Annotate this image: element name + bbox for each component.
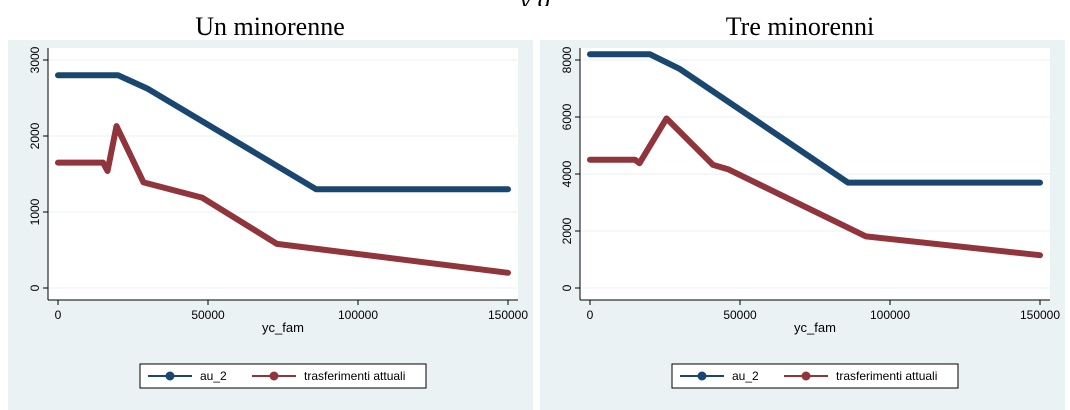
left-series-line-trasferimenti: [55, 123, 511, 276]
right-legend-key-trasferimenti: [784, 371, 828, 381]
left-ytick-label: 2000: [28, 122, 42, 149]
right-ytick-label: 2000: [560, 217, 574, 244]
chart-left: 0 1000 2000 3000 0 50000 100000 150000 yc_fam au_…: [8, 40, 533, 410]
right-ytick-label: 4000: [560, 160, 574, 187]
left-legend-label-trasferimenti: trasferimenti attuali: [304, 369, 405, 383]
truncated-figure-title: y g: [0, 0, 1070, 6]
left-ytick-label: 3000: [28, 46, 42, 73]
left-panel-title: Un minorenne: [195, 12, 345, 41]
left-legend-key-marker: [269, 371, 279, 381]
right-legend-label-trasferimenti: trasferimenti attuali: [836, 369, 937, 383]
left-plot-area: [48, 48, 518, 300]
left-legend-key-au2: [148, 371, 192, 381]
right-ytick-label: 6000: [560, 103, 574, 130]
right-ytick-label: 8000: [560, 46, 574, 73]
right-xtick-label: 150000: [1020, 308, 1060, 322]
right-xtick-label: 0: [587, 308, 594, 322]
right-legend-key-marker: [697, 371, 707, 381]
left-xtick-label: 100000: [338, 308, 378, 322]
right-xaxis-label: yc_fam: [794, 320, 836, 335]
right-legend-key-au2: [680, 371, 724, 381]
right-xtick-label: 100000: [870, 308, 910, 322]
right-series-line-trasferimenti: [587, 115, 1043, 259]
left-xaxis-label: yc_fam: [262, 320, 304, 335]
left-ytick-label: 1000: [28, 198, 42, 225]
left-legend-label-au2: au_2: [200, 369, 227, 383]
left-xtick-label: 150000: [488, 308, 528, 322]
right-panel-title: Tre minorenni: [725, 12, 875, 41]
left-legend-key-trasferimenti: [252, 371, 296, 381]
left-series-line-au2: [55, 72, 511, 193]
left-xtick-label: 0: [55, 308, 62, 322]
right-xtick-label: 50000: [723, 308, 757, 322]
left-ytick-label: 0: [28, 284, 42, 291]
chart-right: 0 2000 4000 6000 8000 0 50000 100000 150000 yc_fa…: [540, 40, 1065, 410]
right-ytick-label: 0: [560, 284, 574, 291]
right-series-line-au2: [587, 51, 1043, 186]
left-legend-key-marker: [165, 371, 175, 381]
right-legend-key-marker: [801, 371, 811, 381]
right-legend-label-au2: au_2: [732, 369, 759, 383]
left-xtick-label: 50000: [191, 308, 225, 322]
